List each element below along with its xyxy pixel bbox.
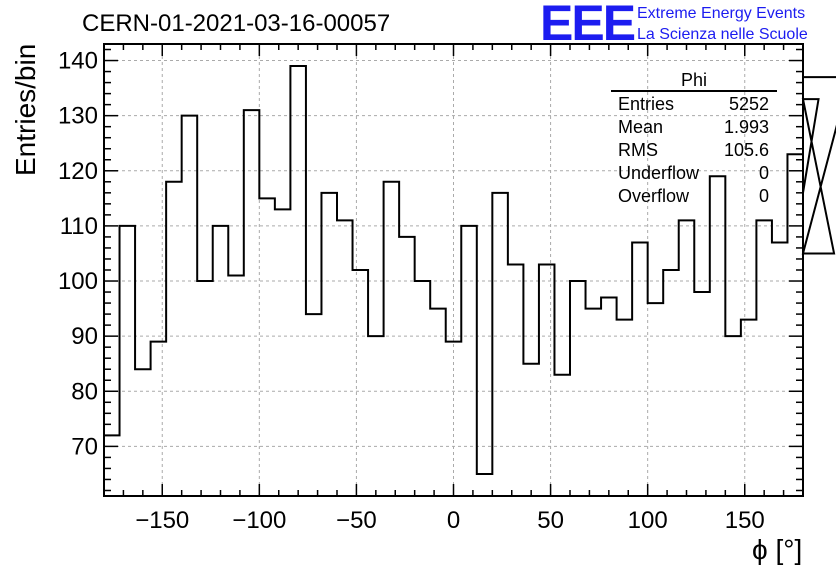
y-tick-label: 130 xyxy=(58,103,98,130)
stats-title: Phi xyxy=(680,70,707,90)
stat-value: 5252 xyxy=(728,94,769,114)
stat-row-entries: Entries 5252 xyxy=(618,94,769,116)
x-axis-label: ϕ [°] xyxy=(752,534,803,565)
stat-label: Underflow xyxy=(618,163,700,183)
x-tick-label: 150 xyxy=(725,507,765,534)
y-tick-label: 80 xyxy=(71,378,98,405)
x-tick-label: −150 xyxy=(135,507,189,534)
x-tick-label: −50 xyxy=(336,507,377,534)
axis-tick-labels: −150 −100 −50 0 50 100 150 70 80 90 100 110 120 130 14… xyxy=(58,48,765,534)
stat-row-rms: RMS 105.6 xyxy=(618,140,769,162)
y-axis-label: Entries/bin xyxy=(10,43,41,176)
stats-box: Phi Entries 5252 Mean 1.993 RMS 105.6 Un… xyxy=(611,70,777,208)
eee-logo: EEE xyxy=(540,0,636,51)
stat-row-underflow: Underflow 0 xyxy=(618,163,769,185)
stats-divider xyxy=(611,90,777,92)
y-tick-label: 140 xyxy=(58,48,98,75)
logo-subtitle-line2: La Scienza nelle Scuole xyxy=(637,26,808,43)
stat-row-overflow: Overflow 0 xyxy=(618,186,769,208)
stat-value: 0 xyxy=(758,163,769,183)
x-tick-label: 0 xyxy=(447,507,460,534)
y-tick-label: 120 xyxy=(58,158,98,185)
stat-label: Overflow xyxy=(618,186,690,206)
stat-label: Entries xyxy=(618,94,675,114)
stat-value: 105.6 xyxy=(723,140,769,160)
histogram-step-line xyxy=(103,65,836,496)
stat-value: 0 xyxy=(758,186,769,206)
y-tick-label: 90 xyxy=(71,323,98,350)
y-tick-label: 100 xyxy=(58,268,98,295)
x-tick-label: 50 xyxy=(537,507,564,534)
logo-subtitle-line1: Extreme Energy Events xyxy=(637,5,806,22)
axis-ticks xyxy=(103,44,804,496)
x-tick-label: 100 xyxy=(628,507,668,534)
y-tick-label: 70 xyxy=(71,433,98,460)
x-tick-label: −100 xyxy=(232,507,286,534)
chart-title: CERN-01-2021-03-16-00057 xyxy=(82,10,391,37)
stat-value: 1.993 xyxy=(723,117,769,137)
y-tick-label: 110 xyxy=(60,213,98,240)
stat-label: Mean xyxy=(618,117,664,137)
stat-label: RMS xyxy=(618,140,658,160)
stat-row-mean: Mean 1.993 xyxy=(618,117,769,139)
